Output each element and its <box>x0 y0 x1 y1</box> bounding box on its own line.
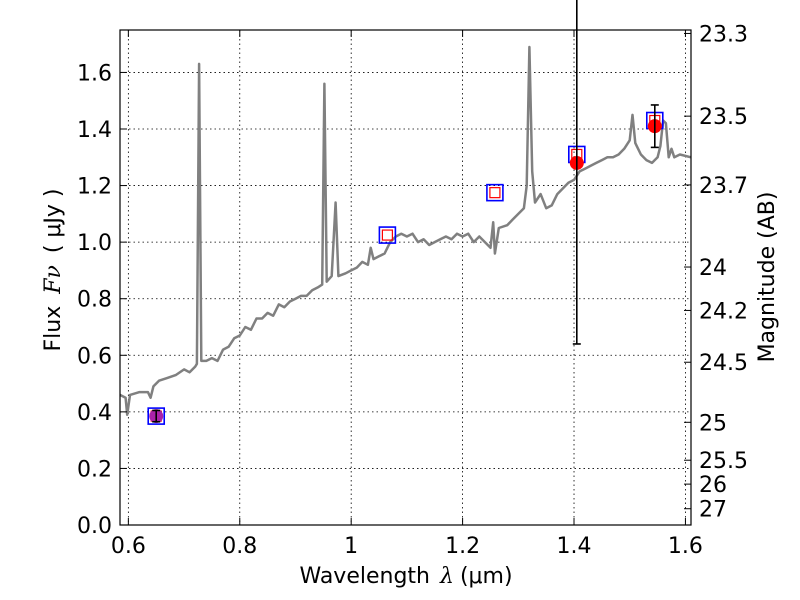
y-tick-label: 0.4 <box>77 401 112 426</box>
x-ticks-layer: 0.6 0.8 1 1.2 1.4 1.6 <box>111 30 703 559</box>
y-axis-label-symbol: Fν <box>41 265 66 295</box>
y-tick-label: 1.0 <box>77 231 112 256</box>
y2-tick-label: 24.2 <box>699 299 748 324</box>
model-photometry-square <box>486 183 504 202</box>
y2-tick-label: 24 <box>699 256 727 281</box>
y-tick-label: 1.6 <box>77 61 112 86</box>
x-tick-label: 1 <box>344 534 358 559</box>
y2-tick-label: 24.5 <box>699 351 748 376</box>
y-axis-label-unit: ( μJy ) <box>41 188 66 253</box>
y-ticks-layer: 0.0 0.2 0.4 0.6 0.8 1.0 1.2 1.4 1.6 <box>77 61 127 539</box>
y-tick-label: 0.8 <box>77 288 112 313</box>
x-axis-label: Wavelength λ (μm) <box>299 564 512 589</box>
grid-layer <box>120 30 691 525</box>
y2-tick-label: 27 <box>699 498 727 523</box>
y-tick-label: 0.2 <box>77 457 112 482</box>
x-tick-label: 1.6 <box>668 534 703 559</box>
y2-tick-label: 23.7 <box>699 174 748 199</box>
x-tick-label: 0.6 <box>111 534 146 559</box>
x-axis-label-unit: (μm) <box>460 564 513 589</box>
model-spectrum-line <box>119 45 692 416</box>
x-axis-label-symbol: λ <box>439 564 454 589</box>
y2-tick-label: 25.5 <box>699 449 748 474</box>
plot-frame <box>119 29 692 526</box>
model-photometry-inner-square <box>489 187 501 199</box>
x-tick-label: 1.4 <box>557 534 592 559</box>
model-photometry-layer <box>147 111 664 425</box>
model-photometry-square <box>378 226 397 244</box>
y2-tick-label: 23.5 <box>699 105 748 130</box>
y-tick-label: 1.4 <box>77 118 112 143</box>
y-tick-label: 0.6 <box>77 344 112 369</box>
y-axis-label-text: Flux <box>41 306 66 352</box>
x-tick-label: 0.8 <box>222 534 257 559</box>
y-axis-label: Flux Fν ( μJy ) <box>41 188 66 351</box>
y2-axis-label: Magnitude (AB) <box>755 192 780 363</box>
observed-layer <box>149 0 662 424</box>
y2-tick-label: 23.3 <box>699 22 748 47</box>
model-photometry-inner-square <box>381 229 393 241</box>
y2-tick-label: 26 <box>699 473 727 498</box>
y2-tick-label: 25 <box>699 411 727 436</box>
x-tick-label: 1.2 <box>445 534 480 559</box>
y-tick-label: 1.2 <box>77 175 112 200</box>
model-photometry-square <box>147 407 166 425</box>
x-axis-label-text: Wavelength <box>299 564 430 589</box>
y-tick-label: 0.0 <box>77 514 112 539</box>
model-spectrum-layer <box>119 45 692 416</box>
